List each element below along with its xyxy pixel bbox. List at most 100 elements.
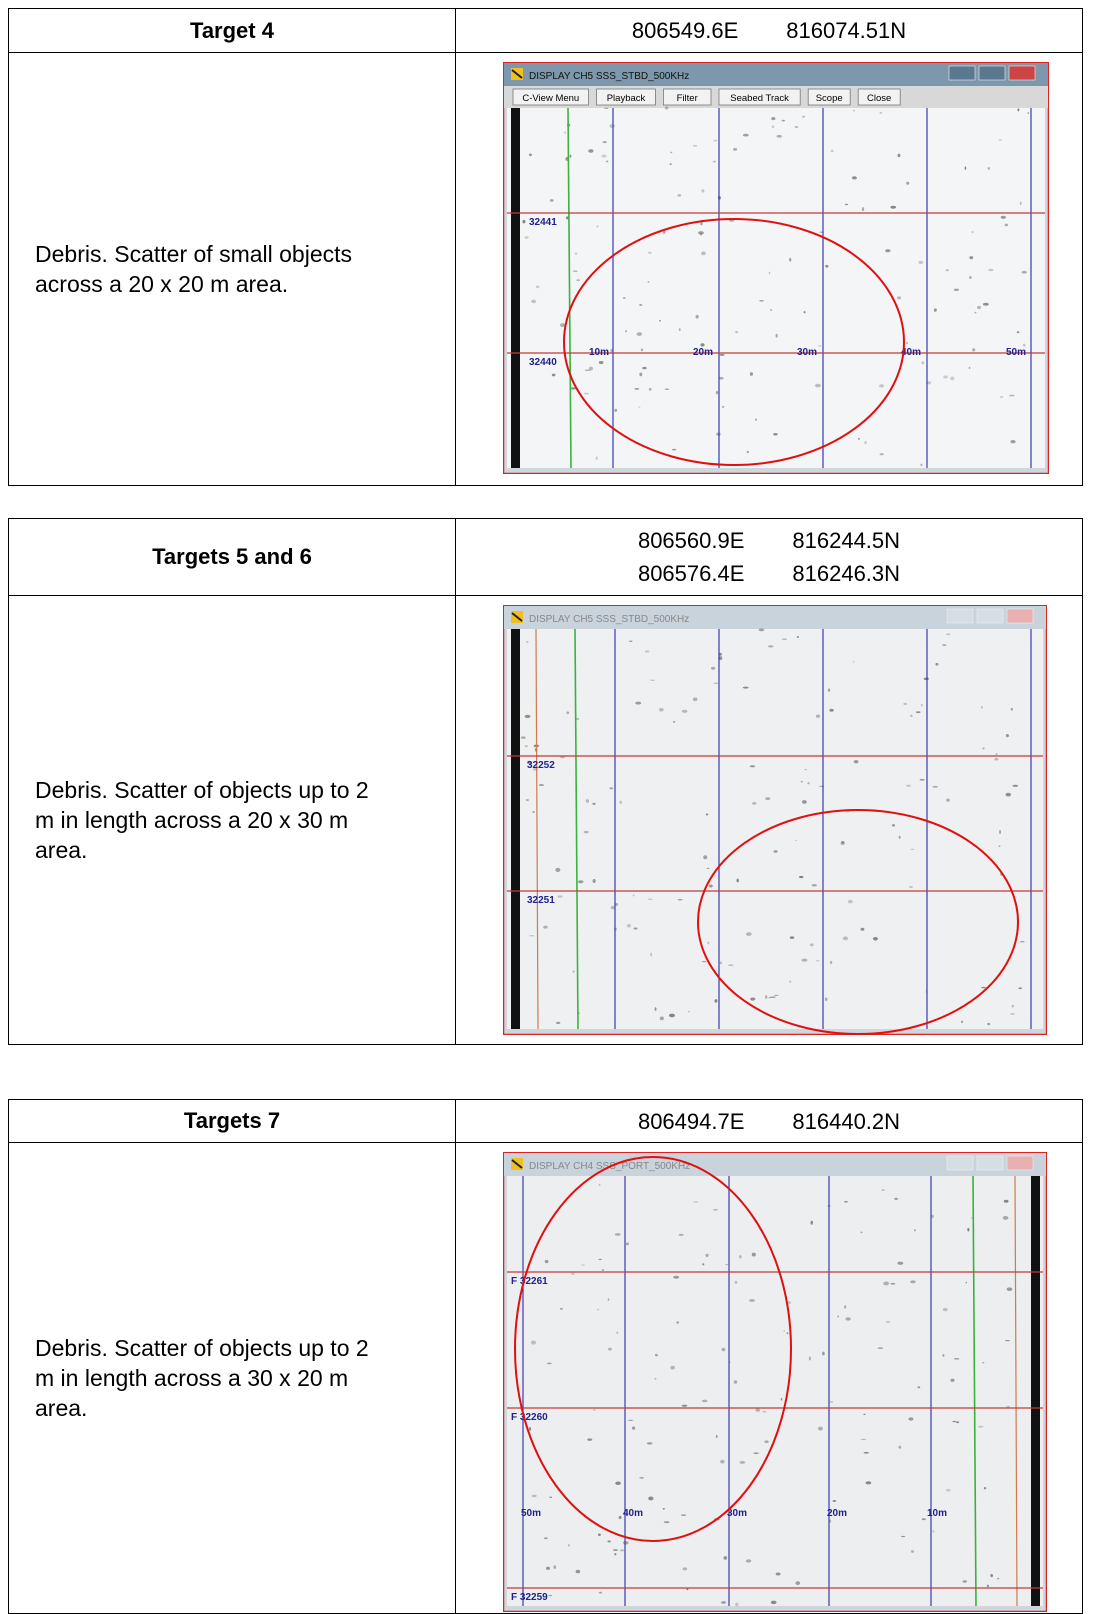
- seabed-speckle: [742, 686, 749, 689]
- toolbar-button[interactable]: [718, 88, 801, 106]
- seabed-speckle: [713, 139, 718, 142]
- seabed-speckle: [837, 1315, 840, 1318]
- seabed-speckle: [1017, 108, 1020, 112]
- toolbar-button[interactable]: [662, 88, 712, 106]
- seabed-speckle: [574, 252, 578, 255]
- seabed-speckle: [919, 778, 925, 781]
- easting: 806549.6E: [631, 18, 739, 43]
- seabed-speckle: [714, 999, 718, 1003]
- description-line: across a 20 x 20 m area.: [35, 271, 289, 297]
- toolbar-button[interactable]: [857, 88, 901, 106]
- seabed-speckle: [648, 387, 652, 391]
- seabed-speckle: [727, 964, 734, 966]
- seabed-speckle: [535, 285, 540, 289]
- toolbar-button-label: Close: [867, 93, 891, 104]
- seabed-speckle: [851, 176, 857, 180]
- toolbar-button-label: Scope: [816, 93, 843, 104]
- seabed-speckle: [648, 1496, 654, 1501]
- seabed-speckle: [795, 839, 797, 842]
- seabed-speckle: [572, 270, 578, 272]
- seabed-speckle: [827, 688, 831, 692]
- seabed-speckle: [712, 160, 716, 163]
- toolbar-button-label: C-View Menu: [522, 93, 579, 104]
- seabed-speckle: [908, 1417, 914, 1421]
- seabed-speckle: [702, 1263, 705, 1266]
- seabed-speckle: [877, 1347, 883, 1349]
- northing: 816246.3N: [792, 561, 901, 586]
- seabed-speckle: [946, 633, 951, 636]
- range-label: 10m: [589, 347, 609, 358]
- seabed-speckle: [825, 264, 829, 268]
- seabed-speckle: [601, 1269, 604, 1271]
- seabed-speckle: [954, 1358, 960, 1360]
- seabed-speckle: [1011, 1004, 1014, 1008]
- seabed-speckle: [1000, 215, 1007, 219]
- coordinate-line: 806576.4E 816246.3N: [638, 557, 900, 590]
- seabed-speckle: [710, 666, 716, 670]
- seabed-speckle: [529, 935, 535, 937]
- seabed-speckle: [990, 1574, 993, 1578]
- image-cell: DISPLAY CH4 SSS_PORT_500KHz F 32261 F 3226…: [456, 1143, 1082, 1613]
- seabed-speckle: [829, 1401, 834, 1403]
- seabed-speckle: [673, 1275, 680, 1279]
- seabed-speckle: [857, 437, 860, 440]
- table: Targets 5 and 6 806560.9E 816244.5N 806576.…: [8, 518, 1083, 1045]
- seabed-speckle: [980, 706, 983, 709]
- seabed-speckle: [614, 902, 619, 907]
- seabed-speckle: [604, 107, 609, 110]
- seabed-speckle: [967, 1227, 970, 1232]
- seabed-speckle: [701, 1399, 708, 1403]
- seabed-speckle: [863, 1451, 869, 1454]
- range-label: 50m: [1006, 347, 1026, 358]
- toolbar-button[interactable]: [807, 88, 851, 106]
- window-control: [948, 65, 976, 81]
- seabed-speckle: [769, 996, 776, 998]
- seabed-speckle: [647, 251, 652, 254]
- seabed-speckle: [977, 305, 981, 310]
- toolbar-button[interactable]: [512, 88, 589, 106]
- seabed-speckle: [811, 884, 817, 887]
- seabed-speckle: [950, 376, 955, 381]
- toolbar-button[interactable]: [596, 88, 656, 106]
- seabed-speckle: [693, 1201, 699, 1203]
- description-cell: Debris. Scatter of objects up to 2 m in l…: [9, 1143, 456, 1613]
- seabed-speckle: [853, 109, 855, 112]
- seabed-speckle: [768, 271, 771, 275]
- seabed-speckle: [764, 1440, 769, 1444]
- seabed-speckle: [1008, 394, 1015, 397]
- trace-line: [535, 628, 539, 1030]
- ping-label: F 32260: [511, 1412, 548, 1423]
- seabed-speckle: [829, 960, 833, 964]
- seabed-speckle: [715, 1434, 718, 1438]
- seabed-speckle: [719, 961, 723, 965]
- seabed-speckle: [749, 1298, 755, 1302]
- ping-label: 32252: [527, 760, 555, 771]
- seabed-speckle: [968, 366, 971, 369]
- seabed-speckle: [735, 1602, 739, 1607]
- seabed-speckle: [647, 898, 653, 901]
- seabed-speckle: [982, 1361, 985, 1364]
- seabed-speckle: [898, 1445, 902, 1449]
- seabed-speckle: [961, 1020, 964, 1024]
- seabed-speckle: [771, 125, 775, 129]
- range-label: 30m: [797, 347, 817, 358]
- seabed-speckle: [897, 1261, 904, 1265]
- image-cell: DISPLAY CH5 SSS_STBD_500KHz 32252 32251: [456, 596, 1082, 1044]
- header-cell: Target 4: [9, 9, 456, 52]
- seabed-speckle: [575, 1569, 581, 1574]
- seabed-speckle: [664, 388, 670, 390]
- seabed-speckle: [639, 1477, 644, 1479]
- seabed-speckle: [894, 1197, 898, 1201]
- window-title: DISPLAY CH5 SSS_STBD_500KHz: [529, 71, 689, 82]
- seabed-speckle: [933, 308, 937, 312]
- seabed-speckle: [900, 1535, 906, 1538]
- seabed-speckle: [607, 1347, 612, 1351]
- seabed-speckle: [609, 124, 616, 128]
- seabed-speckle: [775, 1572, 781, 1576]
- seabed-speckle: [935, 662, 939, 666]
- description-line: Debris. Scatter of small objects: [35, 241, 353, 267]
- target-outline: [514, 1156, 792, 1542]
- seabed-speckle: [687, 1010, 690, 1013]
- seabed-speckle: [538, 784, 544, 786]
- description-line: area.: [35, 1395, 88, 1421]
